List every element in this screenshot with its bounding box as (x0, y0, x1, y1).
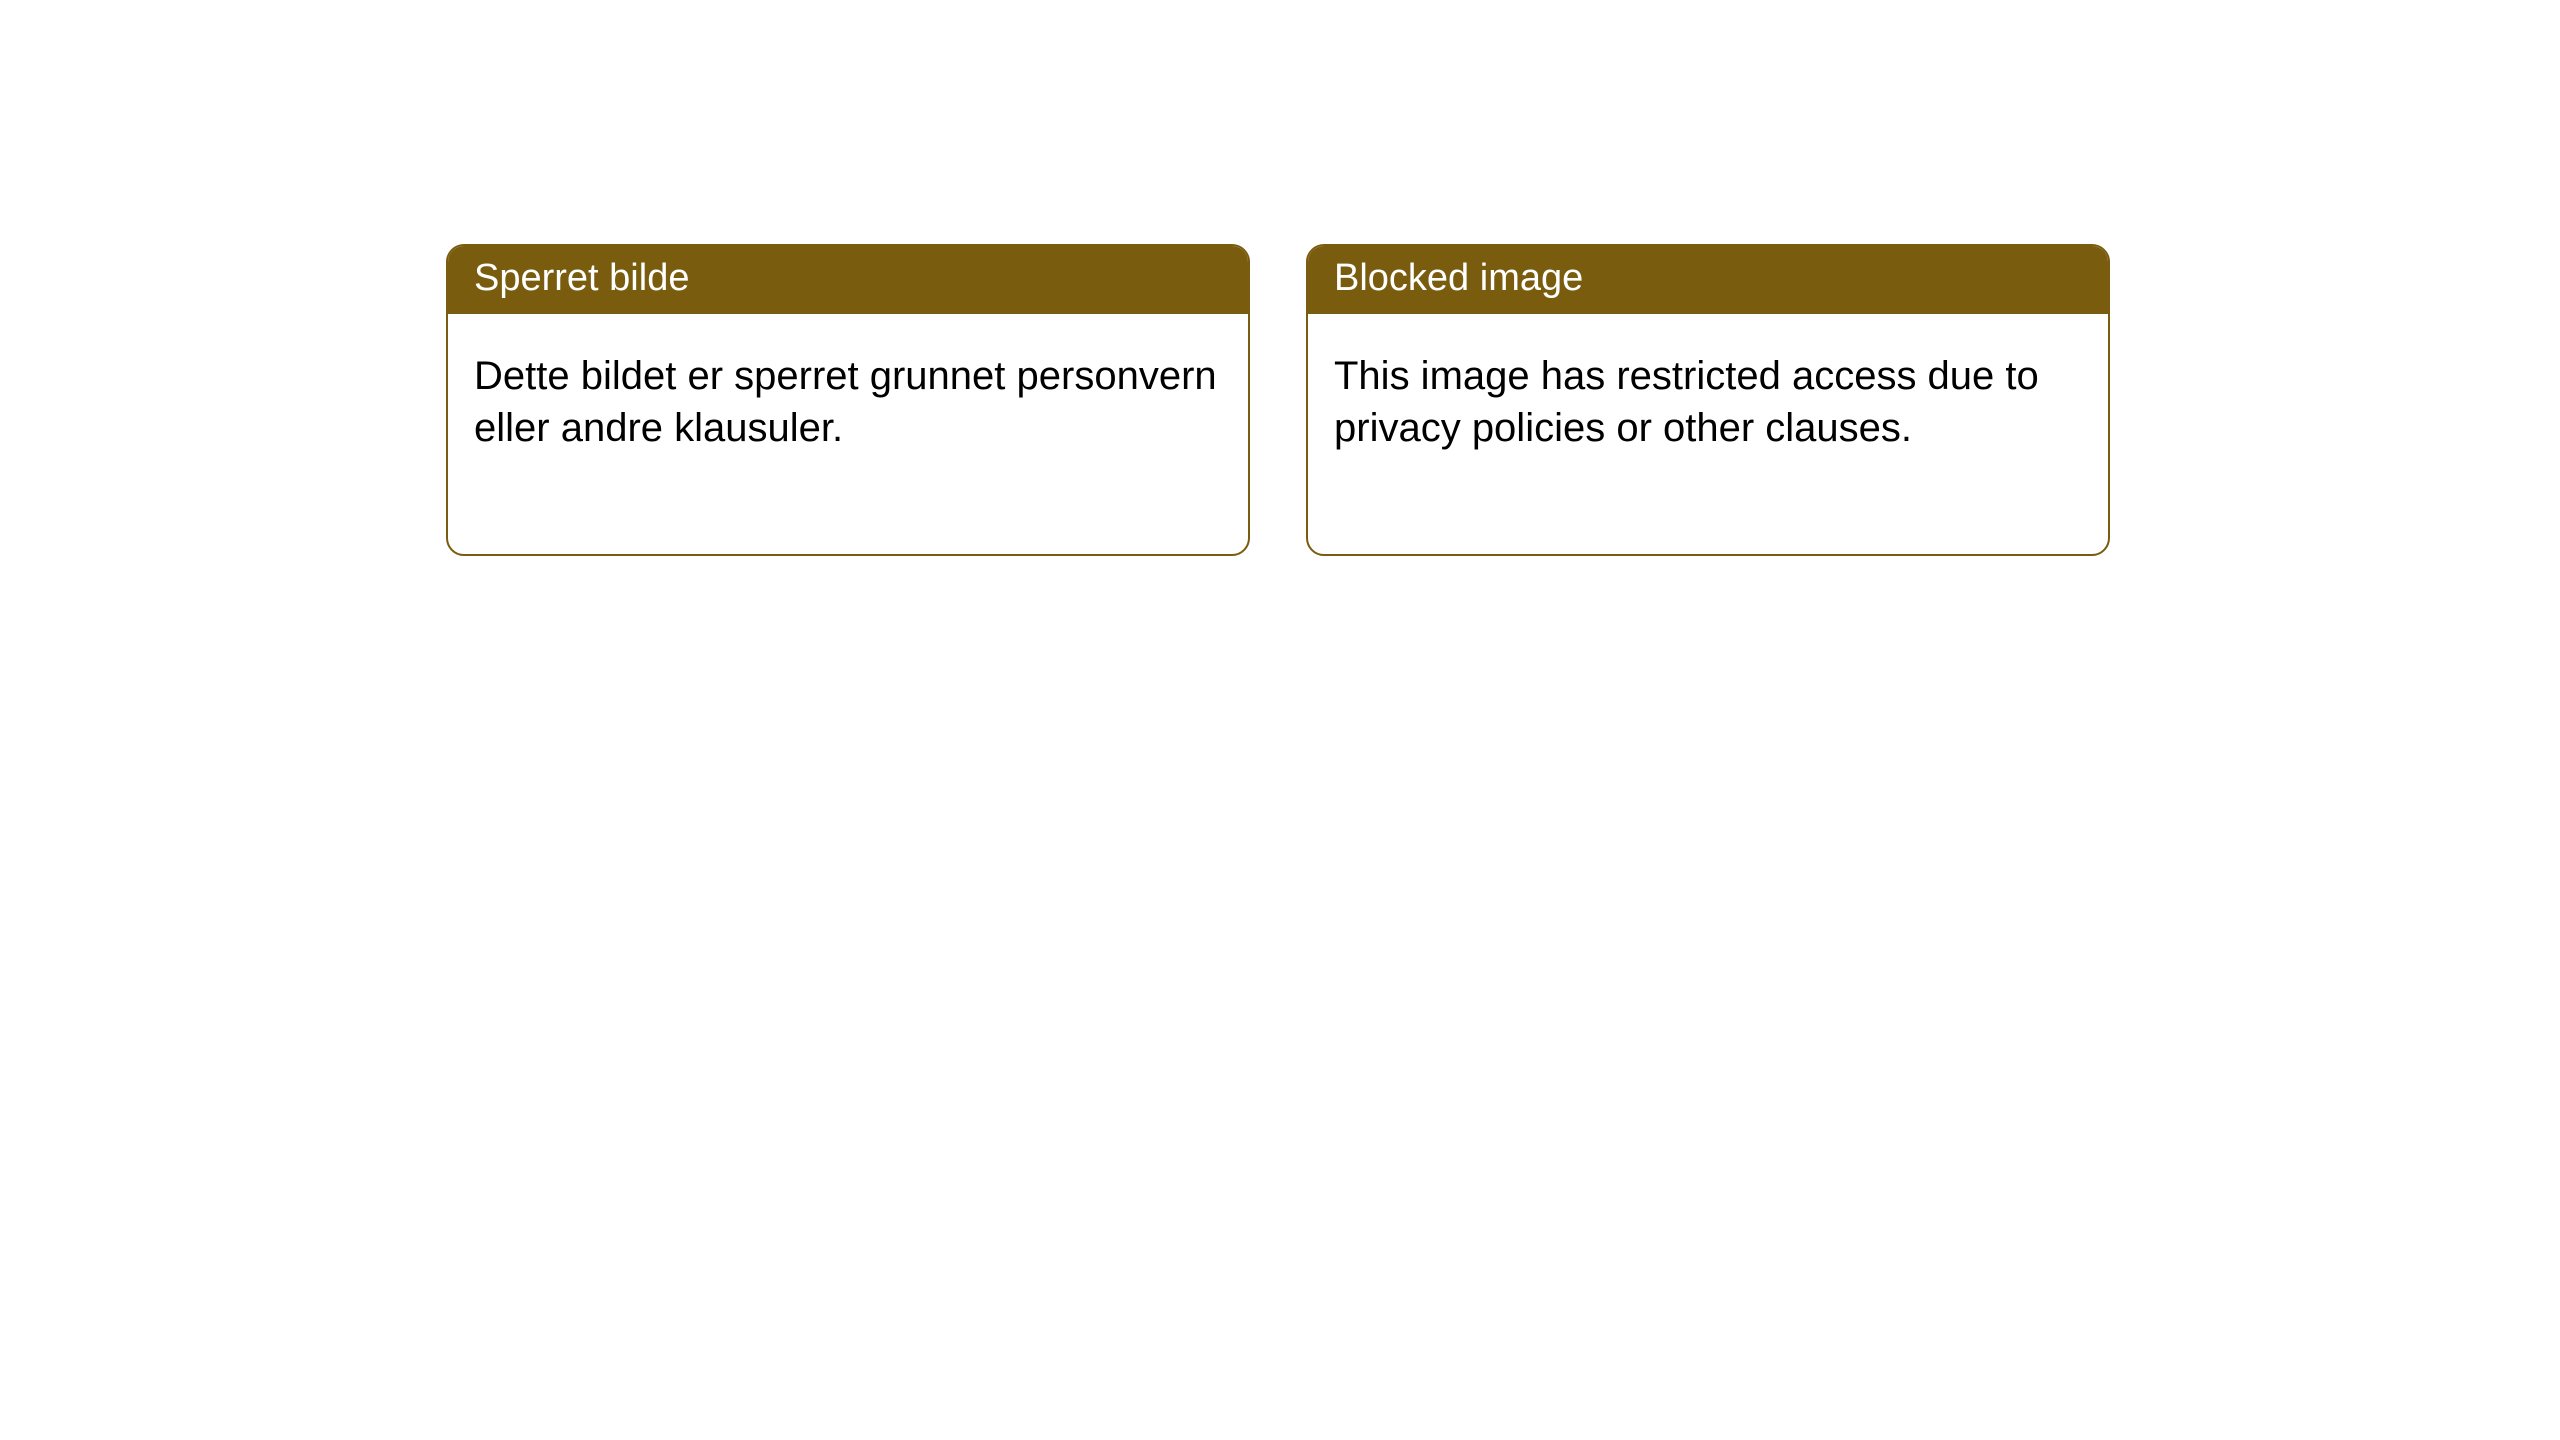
notice-card-header: Blocked image (1308, 246, 2108, 314)
notice-card-body-text: Dette bildet er sperret grunnet personve… (474, 354, 1217, 451)
notice-card-title: Sperret bilde (474, 257, 689, 299)
notice-card-no: Sperret bilde Dette bildet er sperret gr… (446, 244, 1250, 556)
notice-cards-container: Sperret bilde Dette bildet er sperret gr… (0, 0, 2560, 556)
notice-card-header: Sperret bilde (448, 246, 1248, 314)
notice-card-title: Blocked image (1334, 257, 1583, 299)
notice-card-body: Dette bildet er sperret grunnet personve… (448, 314, 1248, 554)
notice-card-en: Blocked image This image has restricted … (1306, 244, 2110, 556)
notice-card-body: This image has restricted access due to … (1308, 314, 2108, 554)
notice-card-body-text: This image has restricted access due to … (1334, 354, 2039, 451)
